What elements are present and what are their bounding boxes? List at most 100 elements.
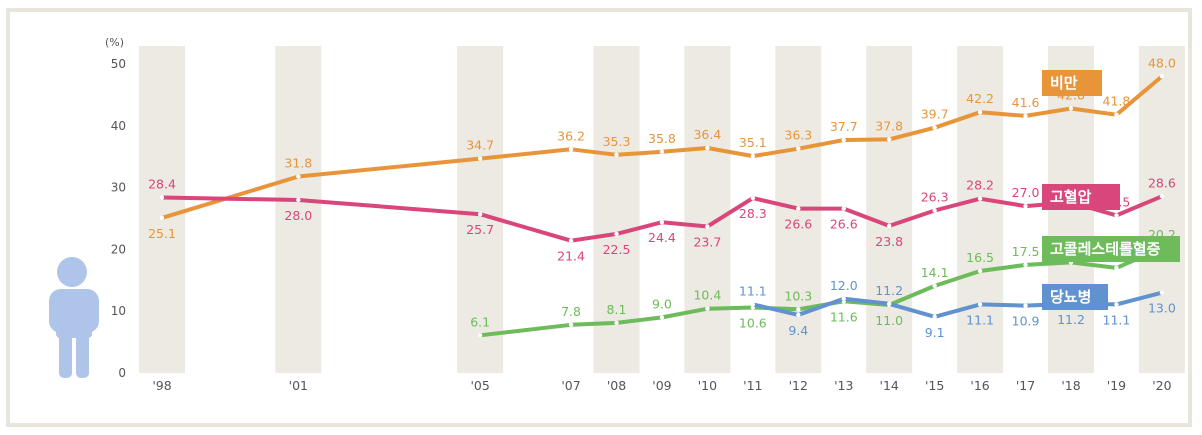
x-tick-label: '19 (1107, 378, 1126, 393)
x-tick-label: '08 (607, 378, 626, 393)
x-tick-label: '18 (1061, 378, 1080, 393)
data-point (659, 149, 665, 154)
x-axis: '98 '01 '05 '07 '08 '09 '10 '11 '12 '13 '14 '15 '16 '… (152, 378, 1171, 393)
data-point (705, 306, 710, 311)
data-point (1114, 112, 1119, 117)
data-label: 28.2 (966, 178, 994, 193)
data-point (932, 314, 937, 319)
data-label: 36.4 (693, 127, 721, 142)
x-tick-label: '17 (1016, 378, 1035, 393)
data-label: 17.5 (1012, 244, 1040, 259)
x-tick-label: '14 (880, 378, 899, 393)
data-point (1023, 262, 1028, 268)
data-label: 12.0 (830, 278, 858, 293)
data-label: 14.1 (921, 265, 949, 280)
x-tick-label: '15 (925, 378, 944, 393)
shaded-column (1138, 46, 1185, 373)
data-label: 28.0 (284, 208, 312, 223)
x-tick-label: '05 (470, 378, 489, 393)
data-label: 26.3 (921, 189, 949, 204)
data-point (932, 125, 937, 130)
data-label: 22.5 (603, 242, 631, 257)
data-point (1159, 194, 1165, 199)
data-label: 34.7 (466, 138, 494, 153)
data-point (750, 195, 756, 201)
data-label: 13.0 (1148, 301, 1176, 316)
data-label: 28.3 (739, 206, 767, 221)
data-point (841, 296, 846, 302)
data-point (977, 196, 983, 201)
data-label: 11.0 (875, 313, 903, 328)
x-tick-label: '16 (970, 378, 989, 393)
data-point (1159, 74, 1165, 79)
data-label: 16.5 (966, 250, 994, 265)
data-point (614, 152, 619, 158)
legend-swatch (1042, 70, 1102, 96)
y-tick-label: 20 (111, 242, 126, 256)
data-point (887, 137, 892, 142)
data-point (1068, 106, 1074, 111)
line-chart: (%) 0 10 20 30 40 50 '98 '01 '05 '07 '08 '09 '10 '11… (49, 36, 1185, 393)
data-point (977, 110, 983, 115)
legend-label: 고콜레스테롤혈증 (1050, 240, 1161, 258)
data-point (159, 195, 165, 200)
data-point (1114, 302, 1119, 307)
data-point (977, 268, 983, 274)
data-label: 31.8 (284, 155, 312, 170)
x-tick-label: '12 (789, 378, 808, 393)
data-label: 41.8 (1103, 94, 1131, 109)
data-label: 37.7 (830, 119, 858, 134)
x-tick-label: '01 (289, 378, 308, 393)
data-point (568, 147, 574, 152)
data-label: 9.1 (925, 325, 945, 340)
data-label: 10.3 (784, 288, 812, 303)
data-point (614, 231, 619, 237)
data-point (659, 220, 665, 225)
data-point (614, 320, 619, 326)
data-point (1023, 113, 1028, 119)
y-tick-label: 40 (111, 119, 126, 133)
data-label: 23.8 (875, 234, 903, 249)
data-label: 36.2 (557, 128, 585, 143)
data-label: 7.8 (561, 304, 581, 319)
x-tick-label: '98 (152, 378, 171, 393)
data-point (977, 302, 983, 307)
data-point (932, 208, 937, 213)
x-tick-label: '20 (1152, 378, 1171, 393)
data-point (841, 206, 846, 211)
y-tick-label: 50 (111, 57, 126, 71)
x-tick-label: '07 (561, 378, 580, 393)
data-label: 48.0 (1148, 55, 1176, 70)
data-label: 35.8 (648, 131, 676, 146)
data-point (705, 145, 710, 151)
data-point (796, 307, 801, 312)
data-point (296, 197, 301, 203)
data-point (296, 174, 301, 179)
data-label: 8.1 (607, 302, 627, 317)
data-label: 11.1 (739, 283, 767, 298)
data-label: 11.1 (966, 312, 994, 327)
legend-label: 고혈압 (1050, 188, 1092, 206)
shaded-column (275, 46, 322, 373)
y-axis: (%) 0 10 20 30 40 50 (105, 36, 126, 380)
data-point (750, 302, 756, 307)
data-point (1159, 290, 1165, 295)
data-label: 28.6 (1148, 175, 1176, 190)
data-point (477, 333, 483, 338)
data-label: 42.2 (966, 91, 994, 106)
data-point (796, 206, 801, 211)
data-label: 23.7 (693, 235, 721, 250)
data-label: 35.3 (603, 134, 631, 149)
shaded-column (684, 46, 731, 373)
data-point (796, 312, 801, 318)
person-silhouette-icon (49, 257, 99, 378)
data-label: 28.4 (148, 176, 176, 191)
data-label: 25.7 (466, 222, 494, 237)
shaded-column (139, 46, 185, 373)
data-label: 11.2 (875, 283, 903, 298)
data-point (887, 301, 892, 306)
data-point (568, 322, 574, 327)
data-point (477, 211, 483, 217)
y-tick-label: 30 (111, 181, 126, 195)
